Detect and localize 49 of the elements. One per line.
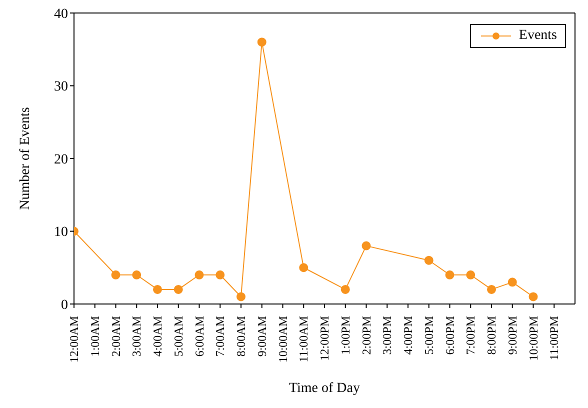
point bbox=[508, 278, 517, 287]
y-tick-label: 10 bbox=[54, 225, 68, 240]
x-tick-label: 5:00AM bbox=[171, 316, 186, 357]
point bbox=[424, 256, 434, 265]
x-tick-label: 12:00PM bbox=[318, 316, 332, 361]
point bbox=[362, 241, 371, 250]
x-tick-label: 6:00PM bbox=[442, 316, 457, 355]
x-tick-label: 10:00PM bbox=[526, 316, 540, 361]
x-tick-label: 3:00AM bbox=[130, 316, 144, 357]
x-tick-label: 4:00AM bbox=[150, 316, 164, 357]
x-tick-label: 6:00AM bbox=[192, 316, 206, 357]
point bbox=[487, 284, 496, 294]
x-tick-label: 11:00AM bbox=[296, 316, 311, 362]
point bbox=[236, 292, 246, 302]
x-tick-label: 1:00AM bbox=[88, 316, 102, 357]
x-tick-label: 10:00AM bbox=[276, 316, 290, 363]
legend-label: Events bbox=[518, 28, 557, 44]
point bbox=[299, 263, 308, 272]
x-tick-label: 12:00AM bbox=[67, 316, 81, 363]
x-tick-label: 5:00PM bbox=[422, 316, 436, 355]
x-tick-label: 2:00AM bbox=[108, 316, 123, 357]
x-tick-label: 9:00PM bbox=[505, 316, 520, 355]
point bbox=[445, 270, 454, 280]
point bbox=[174, 284, 183, 294]
y-tick-label: 0 bbox=[61, 298, 68, 313]
y-tick-label: 20 bbox=[54, 152, 68, 168]
point bbox=[132, 270, 142, 280]
x-tick-label: 11:00PM bbox=[547, 316, 562, 360]
x-tick-label: 3:00PM bbox=[380, 316, 394, 355]
point bbox=[466, 270, 476, 280]
point bbox=[111, 270, 120, 280]
point bbox=[153, 284, 162, 294]
x-tick-label: 2:00PM bbox=[359, 316, 374, 355]
x-tick-label: 9:00AM bbox=[254, 316, 269, 357]
y-axis-title: Number of Events bbox=[18, 107, 33, 210]
point bbox=[257, 38, 266, 47]
point bbox=[340, 284, 350, 294]
x-axis-title: Time of Day bbox=[288, 381, 360, 396]
point bbox=[216, 270, 225, 280]
point bbox=[194, 270, 204, 280]
x-tick-label: 7:00PM bbox=[464, 316, 478, 355]
point bbox=[528, 292, 538, 302]
x-tick-label: 4:00PM bbox=[401, 316, 415, 355]
x-tick-label: 1:00PM bbox=[338, 316, 352, 355]
y-tick-label: 30 bbox=[54, 80, 68, 95]
x-tick-label: 8:00AM bbox=[234, 316, 248, 357]
x-tick-label: 8:00PM bbox=[484, 316, 498, 355]
x-tick-label: 7:00AM bbox=[213, 316, 228, 357]
y-tick-label: 40 bbox=[54, 6, 68, 22]
